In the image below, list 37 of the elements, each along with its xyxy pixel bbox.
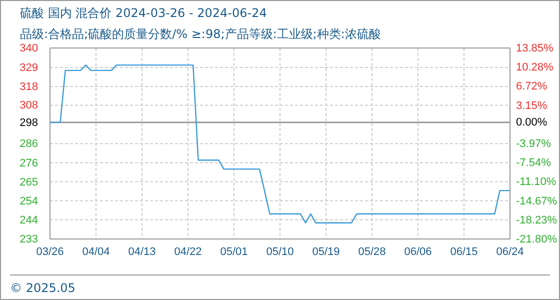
y2-tick-label: 10.28% (516, 62, 554, 74)
y-tick-label: 286 (20, 138, 38, 150)
y-tick-label: 254 (20, 195, 38, 208)
line-series (49, 64, 511, 224)
y2-tick-label: -7.54% (516, 157, 552, 170)
x-tick-label: 05/19 (312, 246, 340, 258)
y-tick-label: 340 (20, 42, 38, 55)
x-tick-label: 03/26 (36, 246, 64, 258)
y-tick-label: 318 (20, 81, 38, 94)
x-tick-label: 05/01 (220, 246, 248, 258)
y2-tick-label: 6.72% (516, 80, 548, 93)
x-tick-label: 04/13 (128, 246, 156, 258)
y2-tick-label: -14.67% (516, 195, 558, 208)
x-tick-label: 05/28 (358, 246, 386, 258)
x-tick-label: 04/22 (174, 246, 202, 258)
y-tick-label: 244 (20, 214, 38, 226)
y2-tick-label: 0.00% (516, 116, 548, 129)
y2-tick-label: -18.23% (516, 214, 558, 226)
y-tick-label: 233 (20, 234, 38, 246)
y-tick-label: 329 (20, 62, 38, 74)
y-tick-label: 308 (20, 100, 38, 112)
x-tick-label: 06/15 (450, 246, 478, 258)
chart-title: 硫酸 国内 混合价 2024-03-26 - 2024-06-24 (20, 6, 267, 20)
x-tick-label: 04/04 (82, 246, 110, 258)
y2-tick-label: -3.97% (516, 138, 552, 150)
y2-tick-label: -11.10% (516, 176, 556, 188)
y-tick-label: 265 (20, 176, 38, 188)
chart-subtitle: 品级:合格品;硫酸的质量分数/% ≥:98;产品等级:工业级;种类:浓硫酸 (20, 27, 381, 41)
y-tick-label: 276 (20, 157, 38, 170)
x-tick-label: 05/10 (266, 246, 294, 258)
x-tick-label: 06/06 (404, 246, 432, 258)
text: © 2025.05 (10, 281, 76, 295)
y2-tick-label: -21.80% (516, 234, 558, 246)
y2-tick-label: 3.15% (516, 100, 548, 112)
y-tick-label: 298 (20, 116, 38, 129)
x-tick-label: 06/24 (496, 246, 524, 258)
y2-tick-label: 13.85% (516, 42, 554, 55)
